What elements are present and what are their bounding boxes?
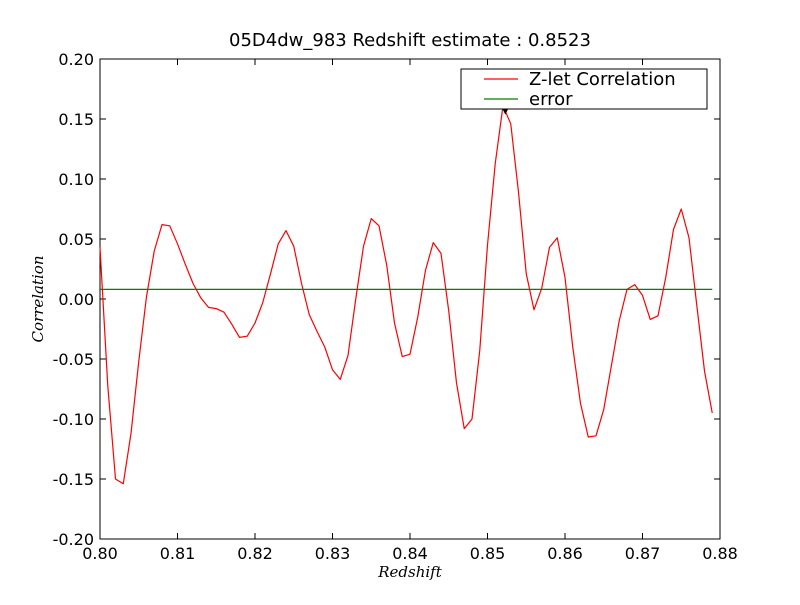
x-tick-label: 0.87: [625, 544, 661, 563]
y-axis-label: Correlation: [29, 256, 47, 343]
series-layer: [99, 105, 713, 485]
chart-title: 05D4dw_983 Redshift estimate : 0.8523: [229, 30, 591, 51]
x-tick-label: 0.86: [547, 544, 583, 563]
y-tick-label: 0.05: [58, 230, 94, 249]
x-tick-label: 0.84: [392, 544, 428, 563]
y-tick-label: -0.15: [53, 470, 94, 489]
legend-box: [460, 68, 708, 110]
x-axis-ticks: 0.80 0.81 0.82 0.83 0.84 0.85 0.86 0.87 0.88: [82, 59, 738, 563]
y-tick-label: 0.00: [58, 290, 94, 309]
y-tick-label: -0.20: [53, 530, 94, 549]
y-tick-label: -0.10: [53, 410, 94, 429]
x-tick-label: 0.82: [237, 544, 273, 563]
x-tick-label: 0.88: [702, 544, 738, 563]
series-line-1: [99, 105, 713, 485]
legend-label-series-1: Z-let Correlation: [529, 69, 676, 90]
x-tick-label: 0.85: [470, 544, 506, 563]
y-tick-label: 0.20: [58, 50, 94, 69]
x-axis-label: Redshift: [377, 563, 442, 581]
x-tick-label: 0.83: [315, 544, 351, 563]
y-axis-ticks: 0.20 0.15 0.10 0.05 0.00 -0.05 -0.10 -0.15 -0.20: [53, 50, 720, 549]
y-tick-label: 0.15: [58, 110, 94, 129]
x-tick-label: 0.81: [160, 544, 196, 563]
legend: Z-let Correlation error: [460, 68, 708, 110]
y-tick-label: -0.05: [53, 350, 94, 369]
legend-label-series-2: error: [529, 89, 573, 110]
plot-area: [99, 58, 721, 540]
x-tick-label: 0.80: [82, 544, 118, 563]
y-tick-label: 0.10: [58, 170, 94, 189]
